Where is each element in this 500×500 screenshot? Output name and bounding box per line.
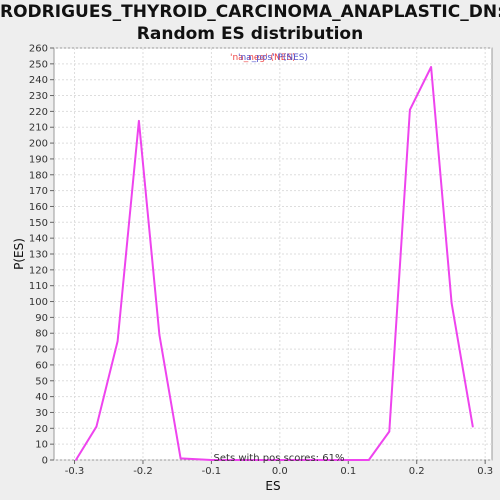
y-tick-label: 180 xyxy=(29,170,48,181)
y-tick-label: 10 xyxy=(35,440,48,451)
data-point xyxy=(450,302,453,304)
y-tick-label: 80 xyxy=(35,329,48,340)
data-point xyxy=(388,430,391,433)
legend-pos: 'na_pos' P(NES) xyxy=(238,53,308,63)
data-point xyxy=(116,340,119,342)
legend-neg: 'na_neg' (NES) xyxy=(230,53,296,63)
annotation: Sets with pos scores: 61% xyxy=(214,453,345,464)
data-point xyxy=(179,457,182,460)
chart-subtitle: Random ES distribution xyxy=(136,24,364,44)
y-tick-label: 70 xyxy=(35,345,48,356)
y-tick-label: 200 xyxy=(29,139,48,150)
y-tick-label: 250 xyxy=(29,59,48,70)
chart-title: RODRIGUES_THYROID_CARCINOMA_ANAPLASTIC_D… xyxy=(0,2,500,22)
series-group xyxy=(75,66,474,461)
data-point xyxy=(75,459,77,461)
x-tick-label: 0.0 xyxy=(272,466,288,477)
x-axis-label: ES xyxy=(265,479,280,493)
y-tick-label: 160 xyxy=(29,202,48,213)
y-tick-label: 240 xyxy=(29,75,48,86)
x-tick-label: -0.2 xyxy=(133,466,153,477)
y-tick-label: 40 xyxy=(35,392,48,403)
y-axis-label: P(ES) xyxy=(12,238,26,270)
x-tick-label: -0.1 xyxy=(202,466,222,477)
y-tick-label: 100 xyxy=(29,297,48,308)
y-tick-label: 30 xyxy=(35,408,48,419)
y-tick-label: 110 xyxy=(29,281,48,292)
data-point xyxy=(138,120,140,122)
y-tick-label: 0 xyxy=(42,456,48,467)
grid xyxy=(54,47,492,461)
y-tick-label: 60 xyxy=(35,360,48,371)
y-tick-label: 130 xyxy=(29,250,48,261)
y-tick-label: 230 xyxy=(29,91,48,102)
data-point xyxy=(158,334,161,336)
y-tick-label: 90 xyxy=(35,313,48,324)
data-point xyxy=(279,459,281,461)
y-tick-label: 150 xyxy=(29,218,48,229)
y-tick-label: 20 xyxy=(35,424,48,435)
y-tick-label: 120 xyxy=(29,265,48,276)
data-point xyxy=(430,66,432,68)
y-tick-label: 50 xyxy=(35,376,48,387)
y-tick-label: 190 xyxy=(29,154,48,165)
data-point xyxy=(409,109,411,111)
x-tick-label: -0.3 xyxy=(65,466,85,477)
y-tick-label: 220 xyxy=(29,107,48,118)
y-tick-label: 210 xyxy=(29,123,48,134)
x-tick-label: 0.3 xyxy=(477,466,493,477)
data-point xyxy=(210,459,213,461)
data-point xyxy=(368,459,370,461)
y-tick-label: 170 xyxy=(29,186,48,197)
x-tick-label: 0.1 xyxy=(340,466,356,477)
data-point xyxy=(347,459,350,461)
x-tick-label: 0.2 xyxy=(409,466,425,477)
data-point xyxy=(95,425,98,428)
data-point xyxy=(472,425,474,428)
y-tick-label: 260 xyxy=(29,44,48,55)
y-tick-label: 140 xyxy=(29,234,48,245)
y-axis: 0 10 20 30 40 50 60 70 80 90 100 110 120 130 140 150 160… xyxy=(29,44,54,467)
